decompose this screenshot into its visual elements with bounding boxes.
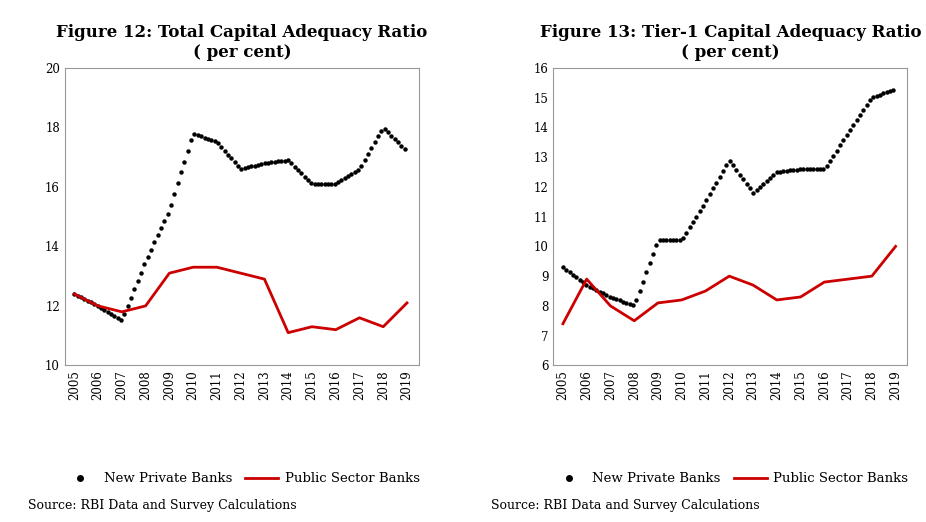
Public Sector Banks: [724, 273, 735, 279]
Public Sector Banks: [211, 264, 222, 270]
New Private Banks: [637, 278, 648, 284]
Public Sector Banks: [117, 309, 128, 315]
Public Sector Banks: [605, 303, 616, 309]
Public Sector Banks: [402, 300, 413, 306]
New Private Banks: [269, 159, 281, 165]
New Private Banks: [389, 136, 400, 142]
Public Sector Banks: [629, 317, 640, 324]
New Private Banks: [865, 97, 876, 103]
Public Sector Banks: [843, 276, 854, 282]
New Private Banks: [116, 317, 127, 324]
Public Sector Banks: [307, 324, 318, 330]
Public Sector Banks: [867, 273, 878, 279]
New Private Banks: [399, 146, 410, 152]
Public Sector Banks: [700, 288, 711, 294]
New Private Banks: [557, 264, 569, 270]
New Private Banks: [620, 300, 632, 306]
Line: Public Sector Banks: Public Sector Banks: [74, 267, 407, 333]
Line: New Private Banks: New Private Banks: [561, 87, 895, 307]
Legend: New Private Banks, Public Sector Banks: New Private Banks, Public Sector Banks: [58, 467, 425, 491]
Public Sector Banks: [653, 300, 664, 306]
Public Sector Banks: [676, 297, 687, 303]
New Private Banks: [243, 164, 254, 170]
New Private Banks: [135, 269, 146, 276]
Public Sector Banks: [890, 243, 901, 250]
Public Sector Banks: [557, 321, 569, 327]
Public Sector Banks: [795, 294, 807, 300]
New Private Banks: [888, 87, 899, 93]
Public Sector Banks: [140, 303, 151, 309]
Public Sector Banks: [771, 297, 782, 303]
New Private Banks: [628, 302, 639, 309]
New Private Banks: [757, 181, 769, 187]
Public Sector Banks: [93, 303, 104, 309]
New Private Banks: [874, 91, 885, 98]
New Private Banks: [731, 167, 742, 173]
Public Sector Banks: [282, 329, 294, 336]
New Private Banks: [379, 126, 390, 132]
Public Sector Banks: [69, 291, 80, 297]
Public Sector Banks: [259, 276, 270, 282]
Text: Source: RBI Data and Survey Calculations: Source: RBI Data and Survey Calculations: [491, 499, 759, 512]
Public Sector Banks: [164, 270, 175, 276]
Text: Source: RBI Data and Survey Calculations: Source: RBI Data and Survey Calculations: [28, 499, 296, 512]
New Private Banks: [376, 127, 387, 134]
Public Sector Banks: [354, 315, 365, 321]
Public Sector Banks: [331, 327, 342, 333]
Legend: New Private Banks, Public Sector Banks: New Private Banks, Public Sector Banks: [547, 467, 914, 491]
Title: Figure 13: Tier-1 Capital Adequacy Ratio
( per cent): Figure 13: Tier-1 Capital Adequacy Ratio…: [540, 24, 921, 61]
Public Sector Banks: [235, 270, 246, 276]
New Private Banks: [149, 240, 160, 246]
Public Sector Banks: [819, 279, 830, 285]
Public Sector Banks: [378, 324, 389, 330]
Public Sector Banks: [582, 276, 593, 282]
New Private Banks: [69, 291, 80, 297]
Public Sector Banks: [188, 264, 199, 270]
Public Sector Banks: [747, 282, 758, 288]
Line: Public Sector Banks: Public Sector Banks: [563, 246, 895, 324]
Title: Figure 12: Total Capital Adequacy Ratio
( per cent): Figure 12: Total Capital Adequacy Ratio …: [56, 24, 428, 61]
Line: New Private Banks: New Private Banks: [72, 127, 407, 323]
